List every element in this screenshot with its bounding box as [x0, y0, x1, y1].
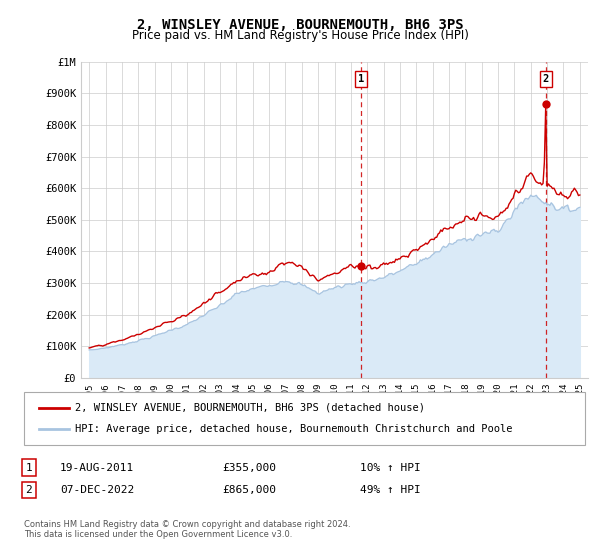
- Text: 2, WINSLEY AVENUE, BOURNEMOUTH, BH6 3PS (detached house): 2, WINSLEY AVENUE, BOURNEMOUTH, BH6 3PS …: [75, 403, 425, 413]
- Text: 19-AUG-2011: 19-AUG-2011: [60, 463, 134, 473]
- Text: 2: 2: [25, 485, 32, 495]
- Text: Contains HM Land Registry data © Crown copyright and database right 2024.
This d: Contains HM Land Registry data © Crown c…: [24, 520, 350, 539]
- Text: 1: 1: [358, 74, 364, 84]
- Text: £865,000: £865,000: [222, 485, 276, 495]
- Text: 2, WINSLEY AVENUE, BOURNEMOUTH, BH6 3PS: 2, WINSLEY AVENUE, BOURNEMOUTH, BH6 3PS: [137, 18, 463, 32]
- Text: 49% ↑ HPI: 49% ↑ HPI: [360, 485, 421, 495]
- Text: £355,000: £355,000: [222, 463, 276, 473]
- Text: Price paid vs. HM Land Registry's House Price Index (HPI): Price paid vs. HM Land Registry's House …: [131, 29, 469, 42]
- Text: 1: 1: [25, 463, 32, 473]
- Text: HPI: Average price, detached house, Bournemouth Christchurch and Poole: HPI: Average price, detached house, Bour…: [75, 424, 512, 434]
- Text: 10% ↑ HPI: 10% ↑ HPI: [360, 463, 421, 473]
- Text: 07-DEC-2022: 07-DEC-2022: [60, 485, 134, 495]
- Text: 2: 2: [542, 74, 549, 84]
